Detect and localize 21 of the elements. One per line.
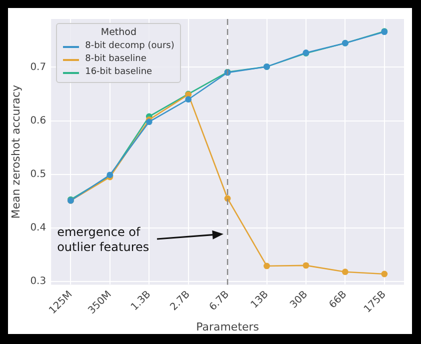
y-tick-label: 0.5 xyxy=(30,168,46,180)
y-tick-label: 0.3 xyxy=(30,276,46,288)
point xyxy=(342,268,348,276)
annotation: emergence of outlier features xyxy=(57,225,150,256)
y-axis-title: Mean zeroshot accuracy xyxy=(9,84,22,219)
point xyxy=(302,262,310,269)
legend-title: Method xyxy=(100,27,138,38)
y-tick-label: 0.7 xyxy=(30,62,46,73)
legend-label: 8-bit decomp (ours) xyxy=(85,40,174,53)
point xyxy=(185,96,192,103)
x-axis-title: Parameters xyxy=(196,320,260,334)
x-tick-label: 13B xyxy=(249,289,271,311)
legend-label: 8-bit baseline xyxy=(85,53,146,66)
legend-label: 16-bit baseline xyxy=(85,66,152,79)
point xyxy=(264,262,270,270)
point xyxy=(381,270,388,278)
point xyxy=(146,118,152,126)
y-tick-label: 0.6 xyxy=(30,115,46,126)
y-tick-label: 0.4 xyxy=(30,222,46,234)
x-tick-label: 66B xyxy=(328,289,350,311)
x-tick-label: 30B xyxy=(288,289,310,311)
